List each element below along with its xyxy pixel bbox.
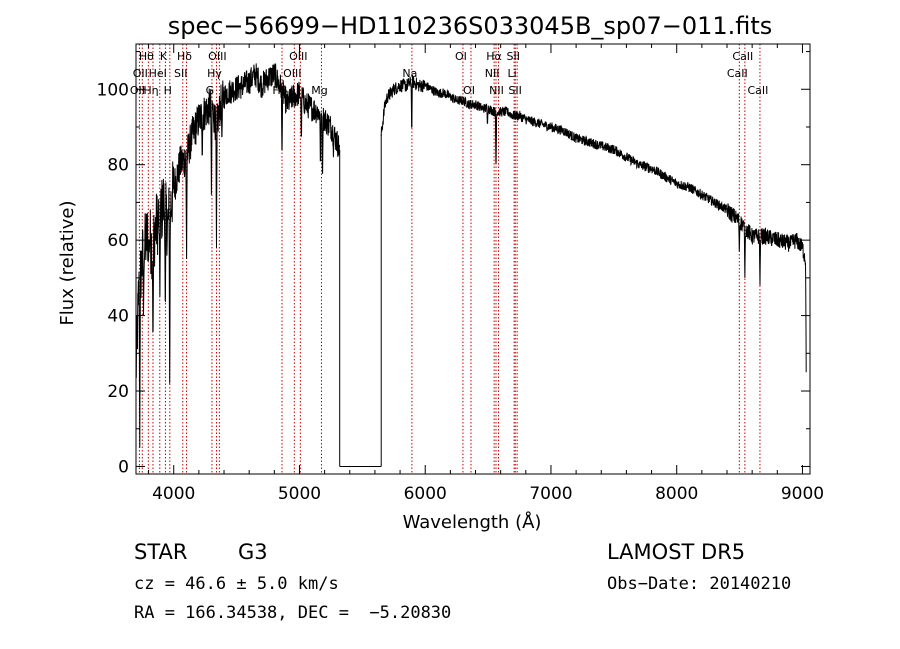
line-label: OIII (289, 50, 307, 63)
y-tick-label: 100 (97, 80, 129, 100)
x-tick-label: 6000 (404, 484, 447, 504)
line-label: OI (455, 50, 467, 63)
line-label: SII (508, 84, 521, 97)
x-axis-label: Wavelength (Å) (403, 511, 542, 533)
spectrum-red-arm (380, 75, 807, 373)
line-labels: OIIOIIHθHηHeIKHSIIHδGHγOIIIHβOIIIOIIIMgN… (130, 50, 769, 97)
line-label: Hβ (272, 84, 287, 97)
spectrum-series (135, 63, 807, 467)
x-tick-label: 9000 (781, 484, 824, 504)
y-axis: 0 20 40 60 80 100 (97, 51, 810, 477)
line-label: SII (507, 50, 520, 63)
object-class: STAR (134, 540, 188, 564)
line-label: OIII (208, 50, 226, 63)
line-label: OI (463, 84, 475, 97)
line-label: Hη (143, 84, 158, 97)
coordinates: RA = 166.34538, DEC = −5.20830 (134, 603, 452, 623)
line-markers (138, 44, 761, 474)
line-label: CaII (732, 50, 753, 63)
line-label: G (206, 84, 215, 97)
y-tick-label: 0 (118, 457, 129, 477)
redshift: cz = 46.6 ± 5.0 km/s (134, 574, 339, 594)
line-label: Mg (311, 84, 327, 97)
line-label: CaII (727, 67, 748, 80)
observation-date: Obs−Date: 20140210 (607, 574, 792, 594)
line-label: HeI (149, 67, 167, 80)
plot-frame (135, 43, 811, 475)
line-label: Li (508, 67, 517, 80)
chart-title: spec−56699−HD110236S033045B_sp07−011.fit… (168, 12, 773, 40)
x-axis: 4000 5000 6000 7000 8000 9000 (148, 44, 824, 504)
line-label: OII (130, 84, 145, 97)
x-tick-label: 5000 (278, 484, 321, 504)
y-tick-label: 60 (107, 231, 129, 251)
line-label: OII (133, 67, 148, 80)
line-label: OIII (283, 67, 301, 80)
line-label: Hγ (207, 67, 222, 80)
line-label: K (160, 50, 168, 63)
line-label: Hδ (177, 50, 192, 63)
line-label: NII (489, 84, 504, 97)
y-tick-label: 40 (107, 307, 129, 327)
y-tick-label: 80 (107, 156, 129, 176)
y-tick-label: 20 (107, 382, 129, 402)
line-label: SII (174, 67, 187, 80)
line-label: CaII (747, 84, 768, 97)
y-axis-label: Flux (relative) (57, 200, 78, 325)
x-tick-label: 7000 (529, 484, 572, 504)
line-label: Hθ (139, 50, 154, 63)
subclass: G3 (238, 540, 268, 564)
survey-name: LAMOST DR5 (607, 540, 746, 564)
spectrum-blue-arm (135, 63, 341, 448)
line-label: Na (402, 67, 417, 80)
line-label: H (164, 84, 172, 97)
line-label: NII (485, 67, 500, 80)
line-label: Hα (486, 50, 502, 63)
x-tick-label: 4000 (152, 484, 195, 504)
x-tick-label: 8000 (655, 484, 698, 504)
